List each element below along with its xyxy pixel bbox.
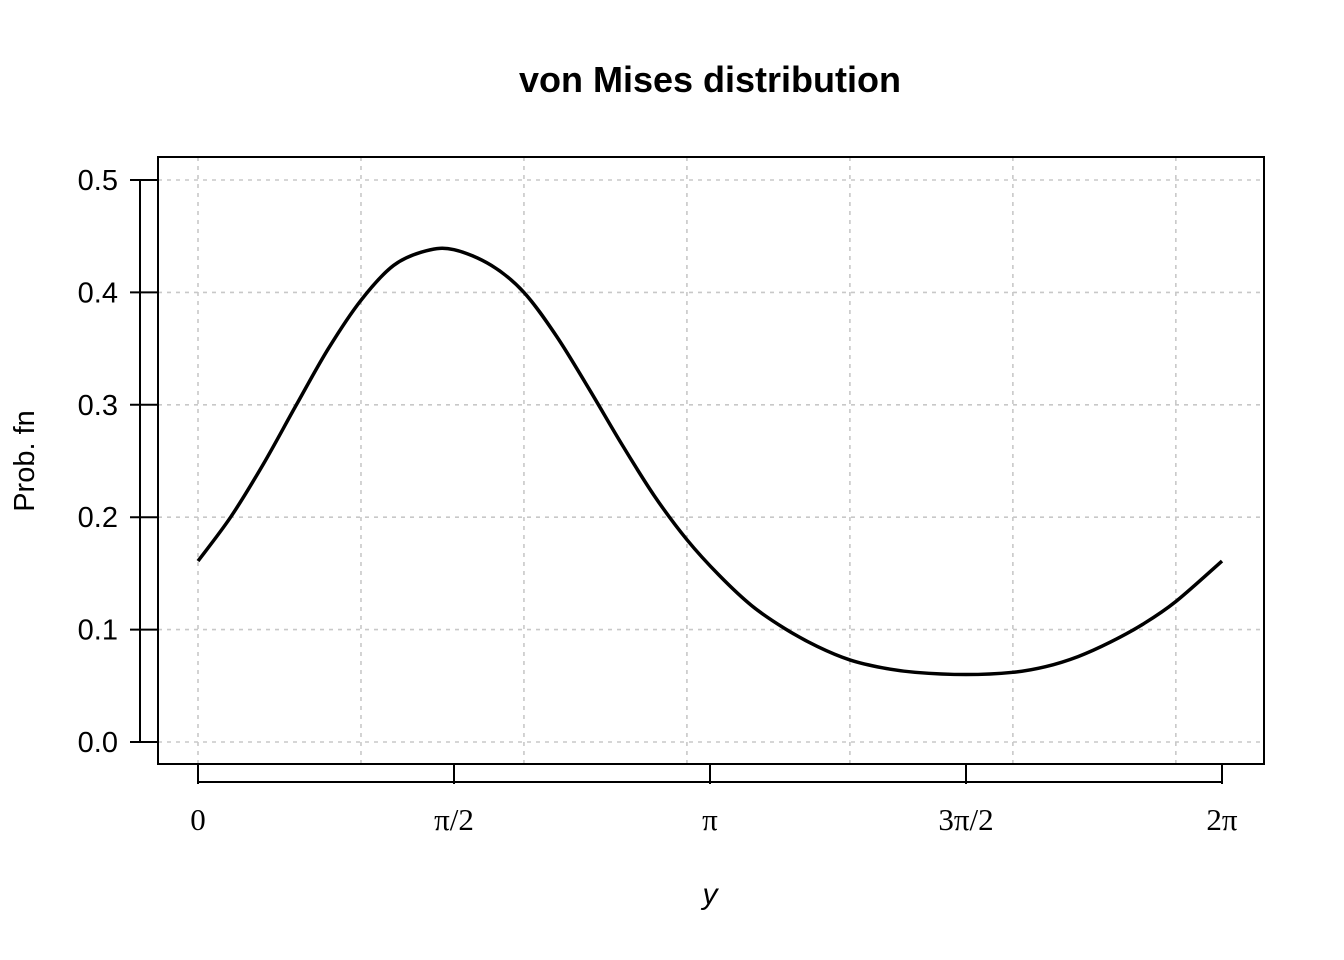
plot-frame — [157, 156, 1265, 765]
x-tick-label-0: 0 — [190, 802, 206, 837]
y-tick-label-2: 0.2 — [78, 502, 118, 534]
x-axis-title: y — [701, 878, 720, 911]
chart-title: von Mises distribution — [519, 59, 901, 100]
grid-layer — [158, 157, 1264, 764]
series-line-0 — [196, 246, 1224, 677]
y-tick-label-3: 0.3 — [78, 390, 118, 422]
axes-layer: 0.0 0.1 0.2 0.3 0.4 0.5 0 π/2 π 3π/2 2π — [78, 165, 1238, 837]
x-tick-label-4: 2π — [1206, 802, 1238, 837]
x-tick-label-2: π — [702, 802, 718, 837]
y-tick-label-4: 0.4 — [78, 277, 118, 309]
y-axis-title: Prob. fn — [9, 410, 41, 512]
x-tick-label-3: 3π/2 — [938, 802, 993, 837]
y-tick-label-1: 0.1 — [78, 615, 118, 647]
series-layer — [196, 246, 1224, 677]
x-tick-label-1: π/2 — [434, 802, 474, 837]
y-tick-label-5: 0.5 — [78, 165, 118, 197]
y-tick-label-0: 0.0 — [78, 727, 118, 759]
